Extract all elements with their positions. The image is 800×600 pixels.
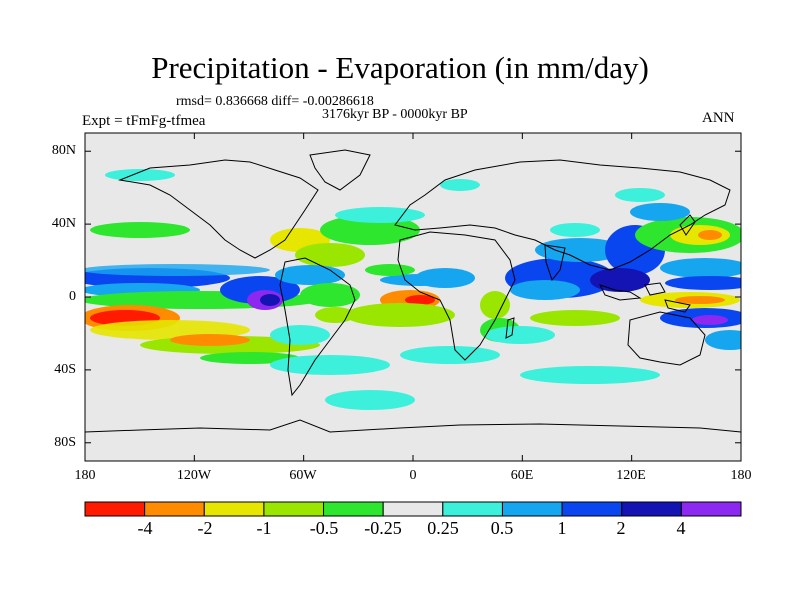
x-tick-label: 180 — [74, 468, 96, 483]
field-blob — [400, 346, 500, 364]
field-blob — [692, 315, 728, 325]
figure-title: Precipitation - Evaporation (in mm/day) — [151, 50, 649, 85]
field-blob — [170, 334, 250, 346]
field-blob — [345, 303, 455, 327]
continent-eurasia — [394, 159, 731, 271]
field-blob — [325, 390, 415, 410]
y-tick-label: 80N — [51, 143, 76, 158]
x-tick-label: 180 — [730, 468, 752, 483]
island-new-guinea — [664, 299, 691, 313]
axis-ticks — [84, 133, 742, 461]
field-blob — [530, 310, 620, 326]
y-tick-label: 40N — [51, 216, 76, 231]
colorbar-swatch — [442, 501, 503, 517]
field-blob — [665, 276, 741, 290]
field-blob — [705, 330, 741, 350]
colorbar-swatch — [84, 501, 146, 517]
field-blob — [590, 268, 650, 292]
field-blob — [85, 264, 270, 276]
field-blob — [105, 169, 175, 181]
colorbar-swatch — [323, 501, 384, 517]
field-blob — [550, 223, 600, 237]
field-blob — [480, 291, 510, 319]
field-blob — [535, 238, 625, 262]
island-japan — [679, 214, 696, 236]
continent-greenland — [309, 149, 371, 191]
colorbar-label: -4 — [137, 518, 153, 538]
field-blob — [275, 265, 345, 285]
island-borneo — [644, 282, 666, 296]
field-blob — [415, 268, 475, 288]
colorbar-swatch — [621, 501, 682, 517]
colorbar-label: -1 — [256, 518, 272, 538]
y-tick-label: 40S — [54, 362, 76, 377]
field-blob — [660, 258, 741, 278]
island-indonesia — [599, 284, 642, 301]
field-blob — [510, 280, 580, 300]
colorbar-swatch — [263, 501, 325, 517]
colorbar-label: -0.5 — [309, 518, 339, 538]
field-blob — [365, 264, 415, 276]
field-blob — [440, 179, 480, 191]
colorbar-swatch — [144, 501, 205, 517]
continent-india — [544, 244, 566, 282]
continent-africa — [397, 231, 516, 361]
field-blob — [405, 295, 435, 305]
colorbar-label: 4 — [676, 518, 686, 538]
colorbar — [84, 501, 742, 517]
field-blob — [270, 325, 330, 345]
x-tick-label: 60E — [510, 468, 534, 483]
field-blob — [295, 243, 365, 267]
x-tick-label: 120E — [616, 468, 646, 483]
map-plot-area — [85, 133, 741, 461]
continent-south-america — [279, 257, 356, 397]
colorbar-label: 1 — [557, 518, 567, 538]
time-period-label: 3176kyr BP - 0000kyr BP — [322, 107, 468, 122]
colorbar-label: 2 — [616, 518, 626, 538]
statistics-line: rmsd= 0.836668 diff= -0.00286618 — [176, 94, 374, 109]
colorbar-swatch — [203, 501, 265, 517]
colorbar-label: 0.5 — [490, 518, 514, 538]
field-blob — [270, 355, 390, 375]
precip-evap-field — [85, 169, 741, 410]
field-blob — [615, 188, 665, 202]
continent-australia — [627, 311, 706, 366]
field-blob — [675, 296, 725, 304]
y-tick-label: 0 — [69, 289, 76, 304]
continent-antarctica — [85, 419, 741, 433]
field-blob — [200, 352, 300, 364]
x-tick-label: 0 — [409, 468, 417, 483]
colorbar-label: -0.25 — [364, 518, 402, 538]
coastlines — [85, 149, 741, 433]
field-blob — [335, 207, 425, 223]
field-blob — [260, 294, 280, 306]
field-blob — [698, 230, 722, 240]
colorbar-label: 0.25 — [427, 518, 459, 538]
colorbar-label: -2 — [197, 518, 213, 538]
field-blob — [300, 283, 360, 307]
island-madagascar — [505, 317, 515, 339]
season-label: ANN — [702, 110, 735, 126]
field-blob — [630, 203, 690, 221]
colorbar-swatch — [501, 501, 563, 517]
field-blob — [90, 222, 190, 238]
colorbar-swatch — [382, 501, 444, 517]
continent-north-america — [118, 159, 319, 259]
experiment-label: Expt = tFmFg-tfmea — [82, 113, 206, 129]
x-tick-label: 60W — [289, 468, 317, 483]
colorbar-swatch — [680, 501, 742, 517]
field-blob — [485, 326, 555, 344]
colorbar-swatch — [561, 501, 623, 517]
field-blob — [520, 366, 660, 384]
x-tick-label: 120W — [176, 468, 212, 483]
y-tick-label: 80S — [54, 435, 76, 450]
